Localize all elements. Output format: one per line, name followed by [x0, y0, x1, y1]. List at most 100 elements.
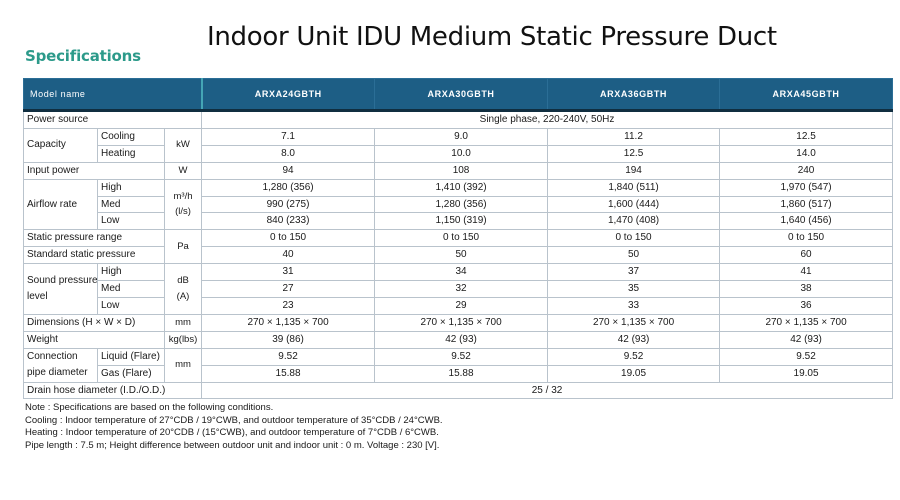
table-cell: 0 to 150: [547, 229, 721, 248]
table-cell: 270 × 1,135 × 700: [547, 313, 721, 332]
model-name-header: Model name: [22, 78, 203, 112]
airflow-high-row: Airflow rate High m³/h (l/s) 1,280 (356) …: [23, 178, 894, 231]
header-row: Model name ARXA24GBTH ARXA30GBTH ARXA36G…: [22, 78, 894, 112]
table-cell: 40: [201, 246, 376, 265]
row-label: Static pressure range: [23, 229, 165, 248]
table-cell: 15.88: [201, 364, 376, 383]
table-cell: 0 to 150: [719, 229, 894, 248]
sound-low-row: Low 23 29 33 36: [24, 296, 894, 315]
table-cell: 240: [719, 161, 894, 180]
table-cell: 23: [201, 296, 376, 315]
row-sublabel: Med: [97, 195, 165, 214]
section-heading: Specifications: [25, 47, 141, 65]
label-line: Connection: [27, 351, 78, 363]
table-cell: 108: [374, 161, 549, 180]
capacity-heating-row: Heating 8.0 10.0 12.5 14.0: [24, 144, 894, 163]
row-label: Sound pressure level: [23, 263, 98, 315]
table-cell: 19.05: [547, 364, 721, 383]
table-cell: 19.05: [719, 364, 894, 383]
drain-hose-value: 25 / 32: [201, 381, 894, 400]
note-line: Pipe length : 7.5 m; Height difference b…: [25, 439, 440, 451]
table-cell: 270 × 1,135 × 700: [719, 313, 894, 332]
table-cell: 33: [547, 296, 721, 315]
unit-line: m³/h: [173, 190, 193, 202]
row-unit: mm: [163, 347, 203, 383]
standard-static-pressure-row: Standard static pressure 40 50 50 60: [23, 246, 894, 265]
table-cell: 14.0: [719, 144, 894, 163]
pipe-liquid-row: Connection pipe diameter Liquid (Flare) m…: [23, 347, 894, 383]
capacity-cooling-row: Capacity Cooling kW 7.1 9.0 11.2 12.5: [23, 127, 894, 163]
row-label: Standard static pressure: [23, 246, 165, 265]
model-header: ARXA30GBTH: [374, 78, 549, 112]
notes: Note : Specifications are based on the f…: [25, 402, 443, 452]
table-cell: 9.52: [201, 347, 376, 366]
row-sublabel: Low: [97, 296, 165, 315]
table-cell: 11.2: [547, 127, 721, 146]
table-cell: 1,860 (517): [719, 195, 894, 214]
input-power-row: Input power W 94 108 194 240: [23, 161, 894, 180]
table-cell: 9.52: [547, 347, 721, 366]
row-label: Dimensions (H × W × D): [23, 313, 165, 332]
table-cell: 9.0: [374, 127, 549, 146]
table-cell: 60: [719, 246, 894, 265]
airflow-low-row: Low 840 (233) 1,150 (319) 1,470 (408) 1,…: [24, 212, 894, 231]
row-sublabel: Gas (Flare): [97, 364, 165, 383]
row-unit: kg(lbs): [163, 330, 203, 349]
table-cell: 1,600 (444): [547, 195, 721, 214]
table-cell: 38: [719, 280, 894, 298]
unit-line: (l/s): [175, 206, 191, 218]
page-title: Indoor Unit IDU Medium Static Pressure D…: [207, 22, 777, 52]
label-line: pipe diameter: [27, 367, 88, 379]
label-line: level: [27, 291, 48, 303]
table-cell: 1,150 (319): [374, 212, 549, 231]
airflow-med-row: Med 990 (275) 1,280 (356) 1,600 (444) 1,…: [24, 195, 894, 214]
unit-line: dB: [177, 275, 189, 287]
row-sublabel: High: [97, 263, 165, 282]
table-cell: 840 (233): [201, 212, 376, 231]
row-sublabel: Med: [97, 280, 165, 298]
table-cell: 37: [547, 263, 721, 282]
table-cell: 42 (93): [547, 330, 721, 349]
note-line: Note : Specifications are based on the f…: [25, 402, 274, 413]
weight-row: Weight kg(lbs) 39 (86) 42 (93) 42 (93) 4…: [23, 330, 894, 349]
table-cell: 0 to 150: [374, 229, 549, 248]
row-sublabel: Low: [97, 212, 165, 231]
table-cell: 50: [547, 246, 721, 265]
table-cell: 1,840 (511): [547, 178, 721, 197]
row-label: Connection pipe diameter: [23, 347, 98, 383]
table-cell: 36: [719, 296, 894, 315]
table-cell: 42 (93): [719, 330, 894, 349]
table-cell: 0 to 150: [201, 229, 376, 248]
table-cell: 9.52: [374, 347, 549, 366]
table-cell: 1,280 (356): [374, 195, 549, 214]
table-cell: 94: [201, 161, 376, 180]
table-cell: 31: [201, 263, 376, 282]
row-sublabel: Heating: [97, 144, 165, 163]
row-unit: m³/h (l/s): [163, 178, 203, 231]
specifications-table: Model name ARXA24GBTH ARXA30GBTH ARXA36G…: [22, 78, 894, 400]
table-cell: 15.88: [374, 364, 549, 383]
table-cell: 12.5: [719, 127, 894, 146]
table-cell: 270 × 1,135 × 700: [201, 313, 376, 332]
table-cell: 270 × 1,135 × 700: [374, 313, 549, 332]
power-source-value: Single phase, 220-240V, 50Hz: [201, 110, 894, 129]
table-cell: 10.0: [374, 144, 549, 163]
table-cell: 41: [719, 263, 894, 282]
note-line: Heating : Indoor temperature of 20°CDB /…: [25, 427, 439, 439]
table-cell: 39 (86): [201, 330, 376, 349]
table-cell: 1,970 (547): [719, 178, 894, 197]
table-cell: 194: [547, 161, 721, 180]
table-cell: 29: [374, 296, 549, 315]
table-cell: 7.1: [201, 127, 376, 146]
table-cell: 42 (93): [374, 330, 549, 349]
row-label: Airflow rate: [23, 178, 98, 231]
table-cell: 9.52: [719, 347, 894, 366]
pipe-gas-row: Gas (Flare) 15.88 15.88 19.05 19.05: [24, 364, 894, 383]
table-cell: 12.5: [547, 144, 721, 163]
row-label: Input power: [23, 161, 165, 180]
table-cell: 35: [547, 280, 721, 298]
row-label: Capacity: [23, 127, 98, 163]
model-header: ARXA24GBTH: [201, 78, 376, 112]
unit-line: (A): [176, 291, 190, 303]
table-cell: 990 (275): [201, 195, 376, 214]
